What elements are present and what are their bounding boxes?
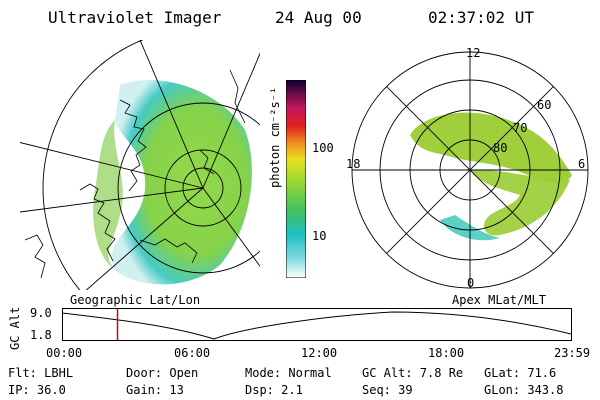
altitude-curve bbox=[62, 311, 572, 340]
info-gc-alt: GC Alt: 7.8 Re bbox=[362, 366, 464, 380]
apex-polar-plot bbox=[351, 51, 589, 289]
meridian-line bbox=[202, 187, 260, 268]
latitude-circle bbox=[42, 40, 144, 290]
latitude-circle bbox=[182, 167, 224, 209]
colorbar-tick-100: 100 bbox=[312, 141, 334, 155]
left-projection-title: Geographic Lat/Lon bbox=[70, 293, 201, 307]
meridian-line bbox=[20, 187, 204, 213]
time-tick-1: 06:00 bbox=[174, 346, 211, 360]
info-glon: GLon: 343.8 bbox=[484, 383, 564, 397]
info-glat: GLat: 71.6 bbox=[484, 366, 557, 380]
aurora-emission-region bbox=[111, 80, 252, 285]
meridian-line bbox=[85, 187, 204, 290]
info-seq: Seq: 39 bbox=[362, 383, 413, 397]
meridian-line bbox=[139, 40, 204, 189]
meridian-line bbox=[20, 142, 204, 189]
info-mode: Mode: Normal bbox=[245, 366, 332, 380]
instrument-title: Ultraviolet Imager bbox=[48, 8, 222, 27]
aurora-emission-region bbox=[93, 120, 123, 270]
coastline bbox=[119, 99, 147, 192]
mlt-label-bottom: 0 bbox=[467, 276, 475, 290]
colorbar-unit-label: photon cm⁻²s⁻¹ bbox=[268, 86, 282, 188]
meridian-line bbox=[202, 52, 260, 189]
coastline bbox=[24, 234, 46, 279]
coastline bbox=[199, 149, 215, 175]
right-projection-title: Apex MLat/MLT bbox=[452, 293, 546, 307]
altitude-timeline bbox=[62, 308, 572, 341]
info-gain: Gain: 13 bbox=[126, 383, 184, 397]
lat-label-60: 60 bbox=[537, 98, 552, 112]
aurora-emission-region bbox=[410, 112, 572, 183]
altitude-max-label: 9.0 bbox=[30, 306, 52, 320]
coastline bbox=[229, 69, 246, 124]
coastline bbox=[139, 238, 198, 264]
time-tick-3: 18:00 bbox=[428, 346, 465, 360]
image-date: 24 Aug 00 bbox=[275, 8, 362, 27]
colorbar bbox=[286, 80, 306, 278]
latitude-circle bbox=[164, 149, 242, 227]
mlt-label-right: 6 bbox=[578, 157, 586, 171]
colorbar-tick-10: 10 bbox=[312, 229, 327, 243]
image-time: 02:37:02 UT bbox=[428, 8, 534, 27]
lat-label-80: 80 bbox=[493, 141, 508, 155]
latitude-circle bbox=[117, 102, 260, 274]
mlt-label-left: 18 bbox=[346, 157, 361, 171]
info-ip: IP: 36.0 bbox=[8, 383, 66, 397]
altitude-min-label: 1.8 bbox=[30, 328, 52, 342]
mlt-label-top: 12 bbox=[466, 46, 481, 60]
info-dsp: Dsp: 2.1 bbox=[245, 383, 303, 397]
time-tick-4: 23:59 bbox=[554, 346, 591, 360]
time-tick-0: 00:00 bbox=[46, 346, 83, 360]
info-filter: Flt: LBHL bbox=[8, 366, 74, 380]
time-tick-2: 12:00 bbox=[301, 346, 338, 360]
info-door: Door: Open bbox=[126, 366, 199, 380]
lat-label-70: 70 bbox=[513, 121, 528, 135]
geographic-projection-image bbox=[20, 40, 260, 290]
coastline bbox=[79, 183, 116, 262]
mlt-spoke bbox=[386, 86, 554, 254]
altitude-axis-label: GC Alt bbox=[8, 306, 22, 350]
